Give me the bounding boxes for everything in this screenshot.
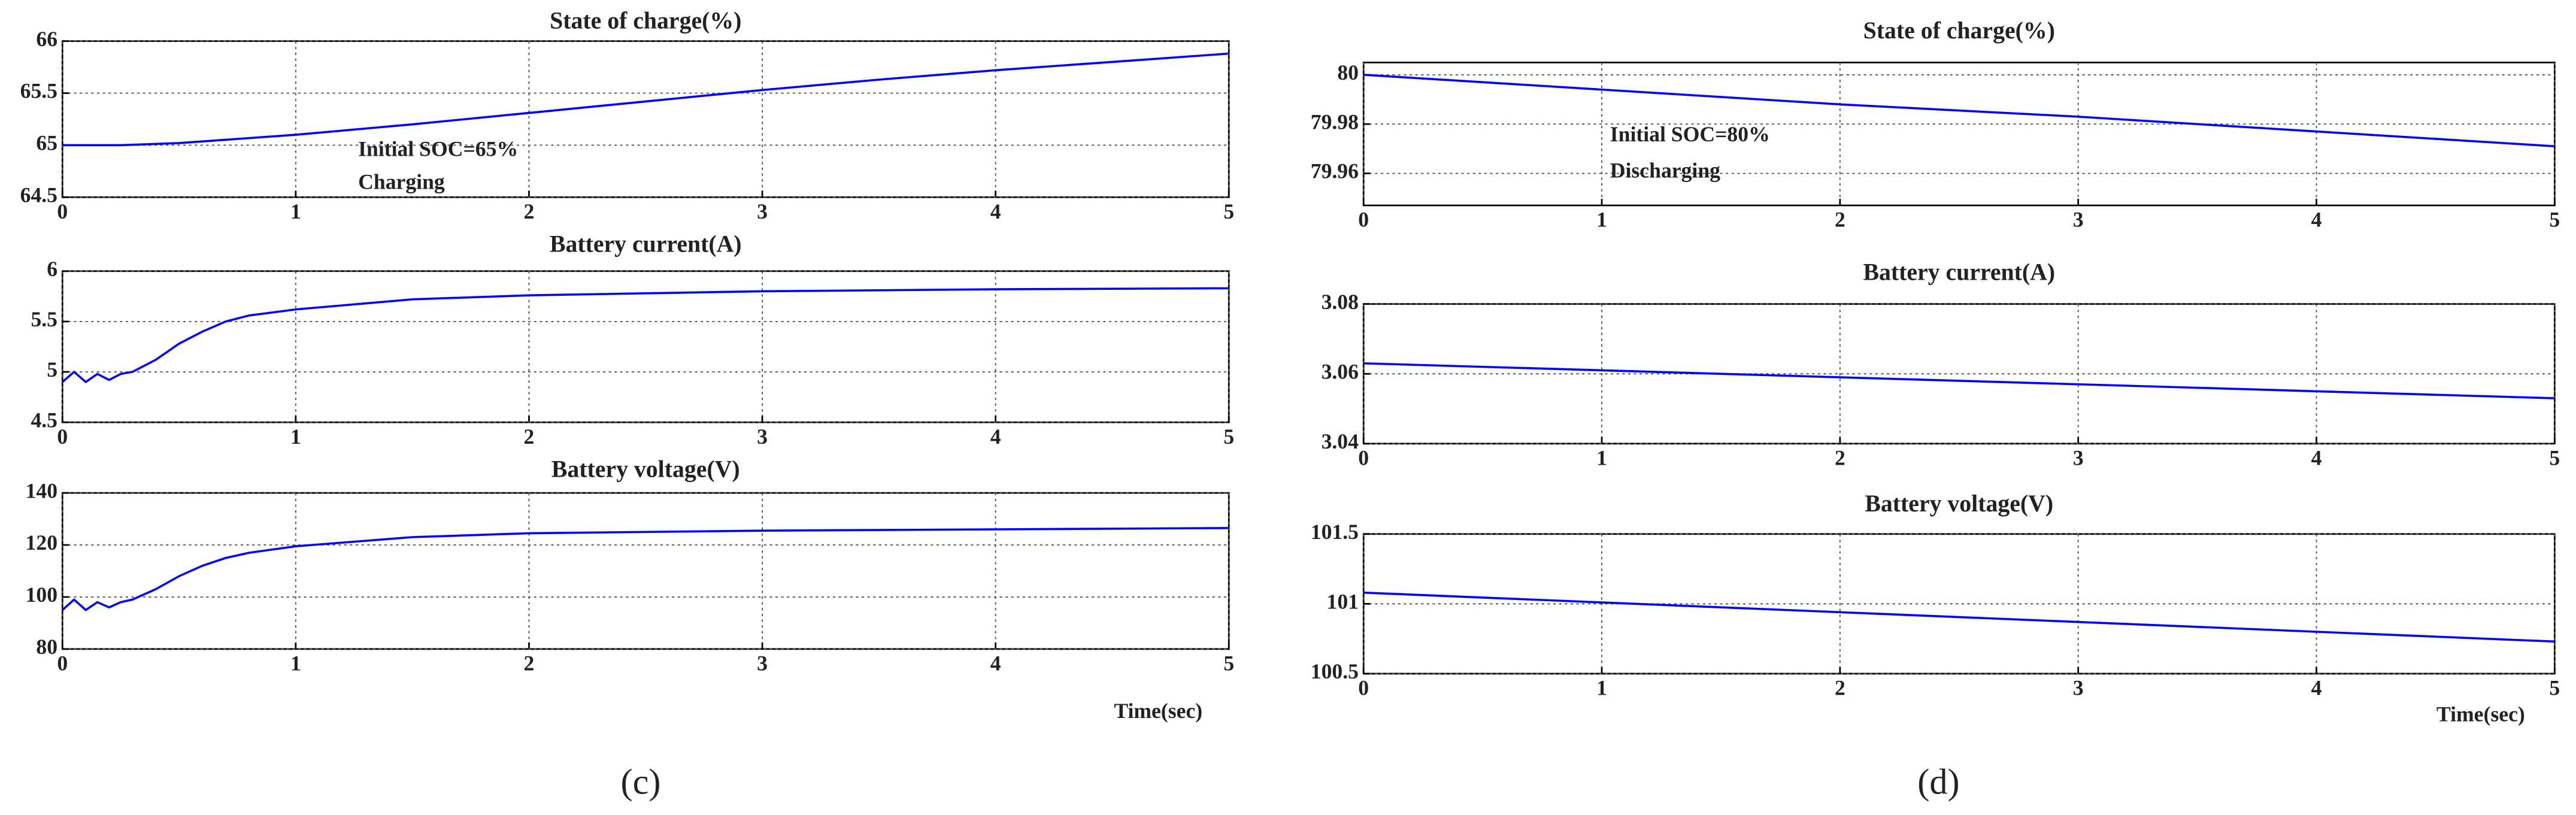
x-tick-label: 3 bbox=[2073, 208, 2084, 232]
plot-area bbox=[61, 492, 1230, 650]
x-tick-label: 0 bbox=[57, 651, 68, 675]
x-tick-label: 4 bbox=[2311, 446, 2322, 469]
chart-title: State of charge(%) bbox=[550, 8, 741, 34]
annotation: Initial SOC=65% bbox=[358, 137, 518, 161]
annotation: Discharging bbox=[1610, 158, 1720, 182]
y-tick-label: 120 bbox=[26, 531, 57, 555]
x-tick-label: 3 bbox=[757, 425, 768, 449]
x-tick-label: 3 bbox=[2073, 446, 2084, 469]
x-tick-label: 2 bbox=[1835, 446, 1845, 469]
y-tick-label: 80 bbox=[36, 635, 57, 659]
x-tick-label: 2 bbox=[1835, 208, 1845, 232]
line bbox=[1363, 362, 2555, 399]
x-tick-label: 0 bbox=[1358, 446, 1369, 469]
x-tick-label: 1 bbox=[290, 651, 301, 675]
x-tick-label: 5 bbox=[2549, 446, 2560, 469]
x-axis-label: Time(sec) bbox=[2436, 702, 2525, 726]
x-tick-label: 5 bbox=[2549, 676, 2560, 700]
chart-title: State of charge(%) bbox=[1863, 17, 2055, 44]
x-tick-label: 1 bbox=[1596, 676, 1607, 700]
x-tick-label: 0 bbox=[57, 199, 68, 223]
x-tick-label: 1 bbox=[290, 425, 301, 449]
x-tick-label: 0 bbox=[1358, 208, 1369, 232]
x-tick-label: 0 bbox=[57, 425, 68, 449]
x-tick-label: 4 bbox=[990, 651, 1001, 675]
x-tick-label: 5 bbox=[2549, 208, 2560, 232]
x-axis-label: Time(sec) bbox=[1114, 699, 1202, 723]
y-tick-label: 100 bbox=[26, 583, 57, 607]
x-tick-label: 5 bbox=[1223, 651, 1234, 675]
x-tick-label: 5 bbox=[1223, 199, 1234, 223]
y-tick-label: 65 bbox=[36, 131, 57, 155]
x-tick-label: 2 bbox=[524, 199, 535, 223]
chart-title: Battery voltage(V) bbox=[1865, 490, 2053, 517]
y-tick-label: 66 bbox=[36, 27, 57, 51]
line bbox=[62, 52, 1229, 147]
x-tick-label: 4 bbox=[990, 425, 1001, 449]
line bbox=[1363, 74, 2555, 148]
x-tick-label: 2 bbox=[1835, 676, 1845, 700]
x-tick-label: 1 bbox=[1596, 208, 1607, 232]
x-tick-label: 3 bbox=[757, 199, 768, 223]
line bbox=[62, 287, 1229, 384]
x-tick-label: 3 bbox=[757, 651, 768, 675]
plot-area bbox=[1362, 61, 2556, 207]
x-tick-label: 1 bbox=[1596, 446, 1607, 469]
plot-area bbox=[61, 40, 1230, 198]
line bbox=[1363, 591, 2555, 643]
y-tick-label: 5 bbox=[47, 357, 57, 381]
y-tick-label: 64.5 bbox=[20, 183, 57, 207]
y-tick-label: 4.5 bbox=[31, 408, 57, 432]
x-tick-label: 4 bbox=[2311, 676, 2322, 700]
plot-area bbox=[61, 270, 1230, 423]
line bbox=[62, 527, 1229, 611]
y-tick-label: 65.5 bbox=[20, 79, 57, 103]
y-tick-label: 3.08 bbox=[1322, 290, 1359, 314]
x-tick-label: 1 bbox=[290, 199, 301, 223]
y-tick-label: 140 bbox=[26, 478, 57, 502]
x-tick-label: 0 bbox=[1358, 676, 1369, 700]
panel-label: (c) bbox=[621, 762, 661, 802]
x-tick-label: 5 bbox=[1223, 425, 1234, 449]
y-tick-label: 79.96 bbox=[1311, 159, 1359, 183]
y-tick-label: 101 bbox=[1326, 590, 1358, 614]
plot-area bbox=[1362, 533, 2556, 675]
x-tick-label: 3 bbox=[2073, 676, 2084, 700]
annotation: Initial SOC=80% bbox=[1610, 122, 1770, 146]
x-tick-label: 4 bbox=[2311, 208, 2322, 232]
y-tick-label: 79.98 bbox=[1311, 110, 1359, 134]
y-tick-label: 3.06 bbox=[1322, 359, 1359, 383]
plot-area bbox=[1362, 303, 2556, 445]
x-tick-label: 4 bbox=[990, 199, 1001, 223]
annotation: Charging bbox=[358, 170, 445, 194]
y-tick-label: 100.5 bbox=[1311, 659, 1359, 683]
y-tick-label: 5.5 bbox=[31, 307, 57, 331]
chart-title: Battery current(A) bbox=[1863, 259, 2055, 285]
panel-label: (d) bbox=[1917, 762, 1959, 802]
chart-title: Battery current(A) bbox=[550, 231, 742, 257]
chart-title: Battery voltage(V) bbox=[551, 456, 740, 483]
x-tick-label: 2 bbox=[524, 651, 535, 675]
y-tick-label: 101.5 bbox=[1311, 520, 1359, 544]
y-tick-label: 6 bbox=[47, 257, 57, 281]
x-tick-label: 2 bbox=[524, 425, 535, 449]
y-tick-label: 3.04 bbox=[1322, 429, 1359, 453]
y-tick-label: 80 bbox=[1337, 60, 1359, 84]
